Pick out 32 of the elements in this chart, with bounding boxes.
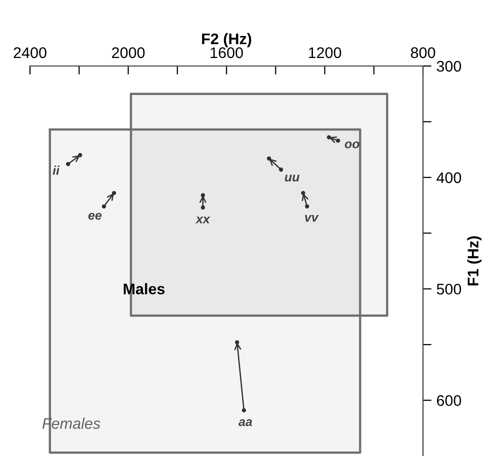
point — [66, 162, 70, 166]
x-tick-label: 2400 — [14, 47, 46, 58]
x-tick-label: 800 — [410, 47, 436, 58]
x-axis-title: F2 (Hz) — [202, 33, 252, 48]
point — [326, 135, 332, 140]
point — [336, 138, 340, 143]
y-axis-title: F1 (Hz) — [467, 236, 482, 286]
x-tick-label: 2000 — [112, 47, 145, 58]
data-label: aa — [238, 419, 252, 426]
data-label: ii — [52, 166, 60, 175]
point — [304, 204, 310, 208]
point — [278, 168, 284, 172]
point — [242, 408, 246, 412]
point — [200, 193, 206, 198]
data-label: ee — [88, 212, 102, 220]
data-label: vv — [305, 215, 319, 222]
x-tick-label: 1200 — [308, 47, 342, 58]
x-tick-label: 1600 — [210, 47, 243, 58]
point — [266, 156, 272, 161]
data-label: uu — [284, 174, 300, 182]
point — [112, 190, 116, 196]
annotation: Males — [124, 283, 165, 294]
point — [78, 153, 82, 158]
point — [301, 190, 306, 196]
point — [102, 204, 106, 208]
y-tick-label: 500 — [436, 284, 462, 295]
point — [200, 205, 206, 210]
point — [234, 340, 240, 344]
y-tick-label: 300 — [436, 60, 462, 72]
y-tick-label: 600 — [436, 395, 462, 406]
data-label: xx — [195, 216, 210, 224]
y-tick-label: 400 — [436, 172, 462, 184]
